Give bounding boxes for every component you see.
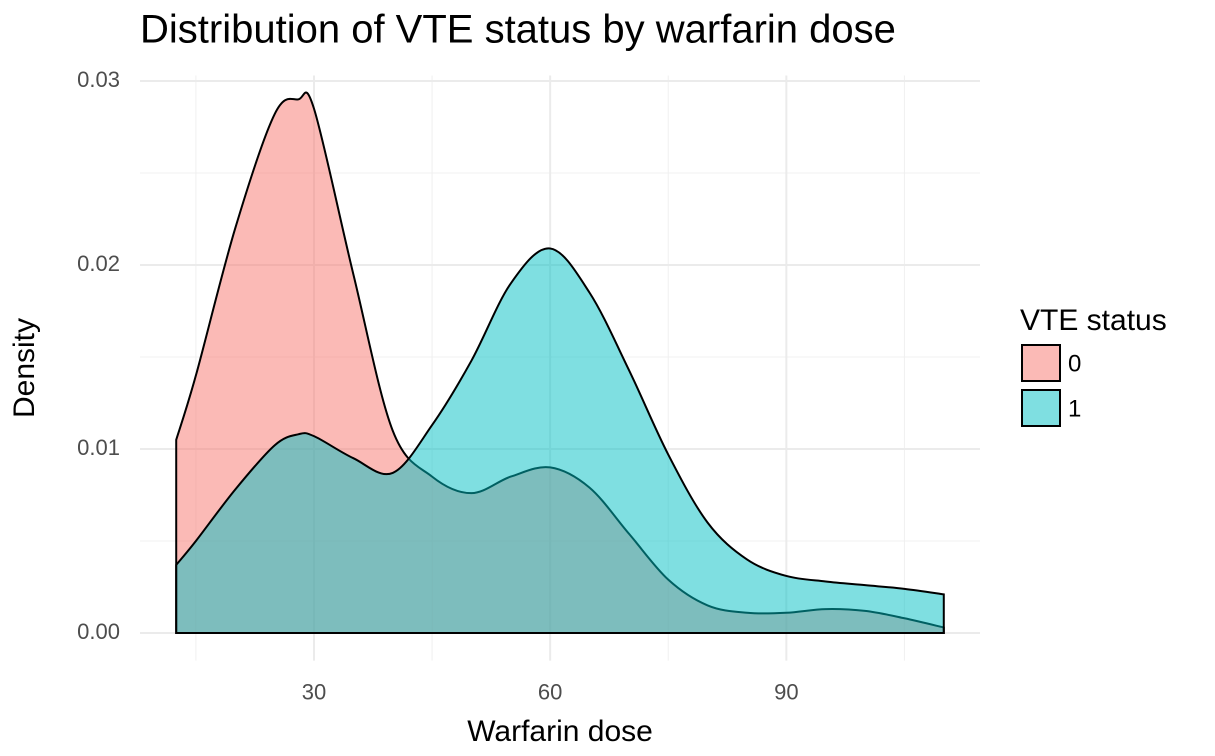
legend-key [1021,344,1061,382]
legend-label: 1 [1068,395,1081,422]
x-tick-label: 30 [302,679,326,704]
y-tick-label: 0.01 [77,435,120,460]
x-axis-title: Warfarin dose [467,715,653,748]
y-tick-label: 0.03 [77,67,120,92]
x-tick-label: 60 [538,679,562,704]
legend-key [1021,389,1061,427]
x-tick-label: 90 [774,679,798,704]
chart-title: Distribution of VTE status by warfarin d… [140,8,896,52]
y-tick-label: 0.00 [77,619,120,644]
density-area [175,247,945,635]
y-axis-title: Density [8,318,41,418]
legend-label: 0 [1068,350,1081,377]
legend-title: VTE status [1020,304,1167,337]
plot-area [175,91,945,635]
legend: 01 [1021,344,1081,427]
y-tick-label: 0.02 [77,251,120,276]
